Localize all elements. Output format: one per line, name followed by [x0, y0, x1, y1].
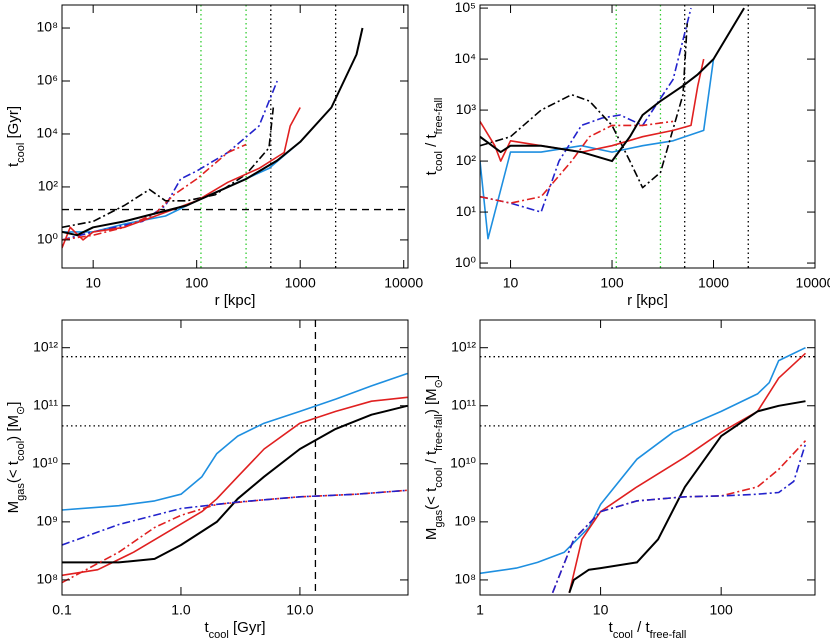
panel: 10 100 1000 10000 10⁰ 10² 10⁴ 10⁶ 10⁸ r [kpc] tcoo… — [5, 4, 423, 309]
axes-frame — [479, 4, 816, 269]
x-axis-label: r [kpc] — [215, 292, 256, 309]
y-tick-label: 10⁴ — [36, 125, 58, 141]
data-line — [480, 58, 705, 162]
y-tick-label: 10¹¹ — [33, 396, 58, 412]
data-line — [62, 396, 408, 577]
data-line — [62, 143, 247, 241]
data-line — [568, 352, 807, 593]
x-axis-label: r [kpc] — [627, 292, 668, 309]
y-tick-label: 10¹⁰ — [450, 455, 476, 471]
plot-area — [62, 5, 408, 268]
x-tick-label: 10 — [503, 275, 519, 291]
y-tick-label: 10⁸ — [37, 19, 59, 35]
x-tick-label: 100 — [185, 275, 209, 291]
axes-frame — [479, 319, 816, 596]
y-tick-label: 10¹² — [451, 338, 476, 354]
panel: 0.1 1.0 10.0 10⁸ 10⁹ 10¹⁰ 10¹¹ 10¹² tcool [Gyr] M… — [5, 319, 409, 638]
y-tick-label: 10⁸ — [455, 571, 477, 587]
plot-area — [480, 5, 749, 268]
x-tick-label: 10 — [593, 602, 609, 618]
plot-area — [480, 346, 815, 594]
axes-frame — [61, 4, 409, 269]
data-line — [62, 372, 408, 511]
y-tick-label: 10¹¹ — [451, 396, 476, 412]
x-tick-label: 10000 — [796, 275, 830, 291]
y-tick-label: 10⁵ — [455, 0, 476, 15]
x-axis-label: tcool [Gyr] — [204, 619, 265, 638]
x-tick-label: 10.0 — [286, 602, 313, 618]
y-tick-label: 10¹² — [33, 338, 58, 354]
x-tick-label: 100 — [709, 602, 733, 618]
data-line — [480, 7, 745, 163]
y-tick-label: 10⁰ — [455, 254, 477, 270]
x-tick-label: 100 — [600, 275, 624, 291]
y-axis-label: tcool / tfree-fall — [423, 98, 445, 176]
plot-area — [62, 320, 408, 595]
y-tick-label: 10¹ — [456, 203, 477, 219]
y-tick-label: 10⁸ — [37, 571, 59, 587]
x-tick-label: 1000 — [285, 275, 316, 291]
x-tick-label: 1000 — [698, 275, 729, 291]
data-line — [480, 7, 692, 213]
x-axis-label: tcool / tfree-fall — [609, 619, 687, 638]
data-line — [62, 27, 364, 237]
y-axis-label: Mgas(< tcool) [M⊙] — [5, 402, 27, 514]
y-tick-label: 10⁹ — [36, 513, 58, 529]
data-line — [551, 443, 807, 594]
y-tick-label: 10³ — [456, 101, 477, 117]
y-tick-label: 10¹⁰ — [32, 455, 58, 471]
y-tick-label: 10⁰ — [37, 231, 59, 247]
y-tick-label: 10⁴ — [454, 50, 476, 66]
data-line — [62, 404, 408, 564]
data-line — [62, 489, 408, 584]
x-tick-label: 10000 — [384, 275, 423, 291]
y-tick-label: 10² — [456, 152, 477, 168]
data-line — [62, 107, 275, 229]
panel: 1 10 100 10⁸ 10⁹ 10¹⁰ 10¹¹ 10¹² tcool / tfree-fa… — [423, 319, 816, 638]
data-line — [480, 23, 688, 189]
data-line — [480, 120, 674, 204]
x-tick-label: 1.0 — [171, 602, 191, 618]
axes-frame — [61, 319, 409, 596]
panel: 10 100 1000 10000 10⁰ 10¹ 10² 10³ 10⁴ 10⁵ r [kpc] t… — [423, 0, 830, 309]
y-tick-label: 10² — [38, 178, 59, 194]
y-axis-label: Mgas(< tcool / tfree-fall) [M⊙] — [423, 375, 445, 540]
x-tick-label: 10 — [85, 275, 101, 291]
x-tick-label: 0.1 — [52, 602, 72, 618]
y-tick-label: 10⁶ — [37, 72, 58, 88]
data-line — [62, 489, 408, 546]
data-line — [480, 346, 806, 575]
x-tick-label: 1 — [476, 602, 484, 618]
data-line — [568, 400, 806, 594]
y-tick-label: 10⁹ — [454, 513, 476, 529]
data-line — [62, 80, 278, 241]
y-axis-label: tcool [Gyr] — [5, 106, 27, 167]
